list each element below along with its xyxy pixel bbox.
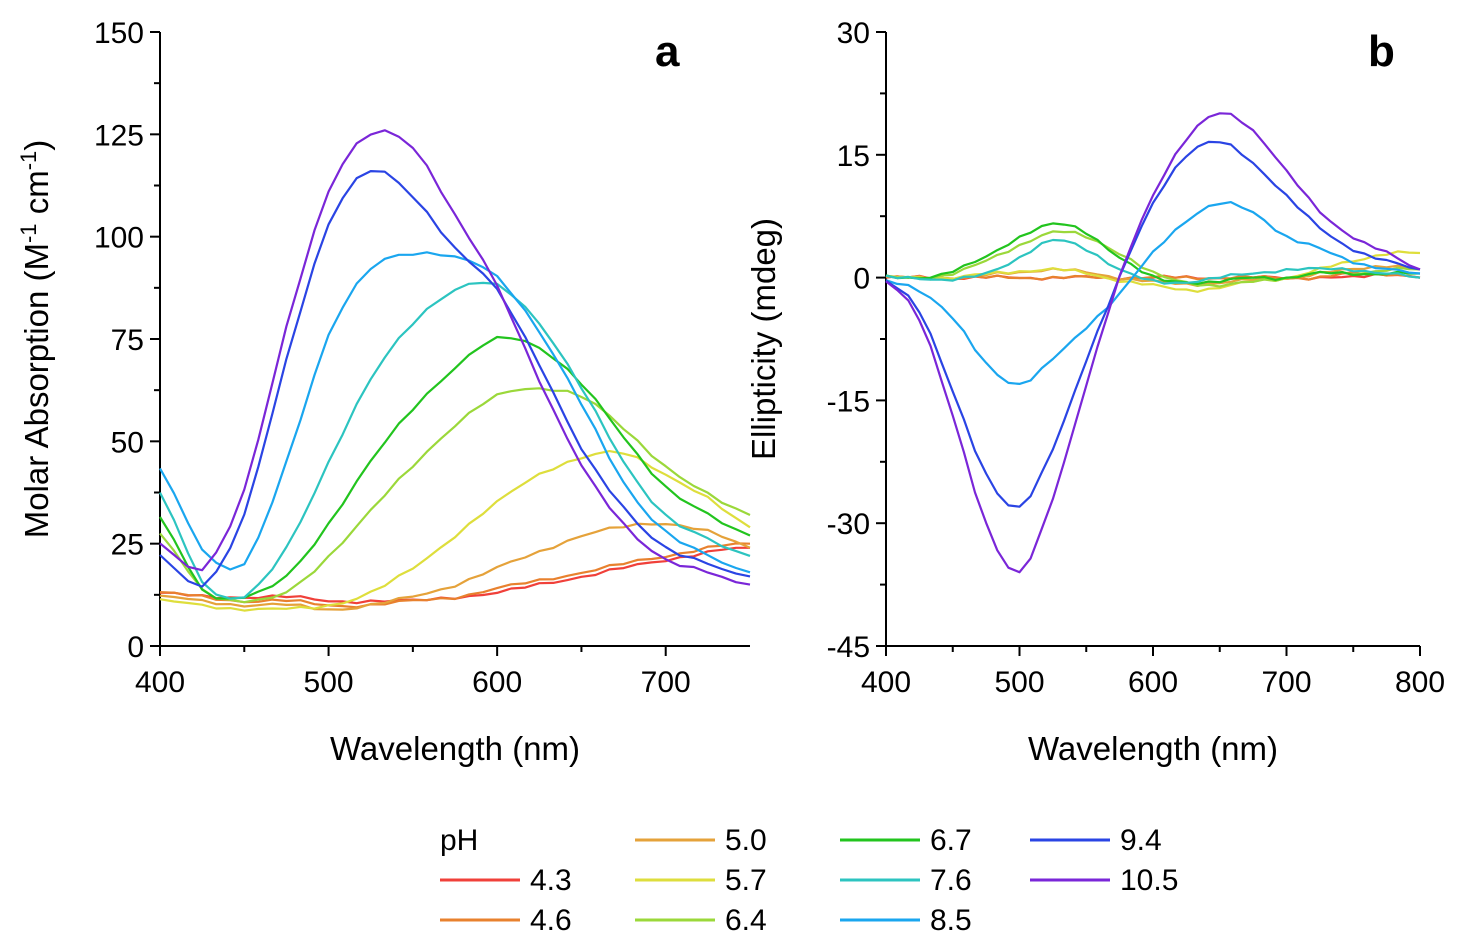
legend-label: 4.6	[530, 904, 572, 937]
y-tick-label: -15	[827, 385, 870, 418]
x-axis-title: Wavelength (nm)	[1028, 730, 1278, 767]
x-tick-label: 800	[1395, 666, 1445, 699]
panel-a-absorption-chart: 400 500 600 700 0 25 50 75 100 125 150 Wavelength (…	[16, 17, 751, 767]
x-axis-title: Wavelength (nm)	[330, 730, 580, 767]
legend-label: 10.5	[1120, 864, 1178, 897]
y-tick-label: 25	[111, 529, 144, 562]
y-axis-title: Molar Absorption (M-1 cm-1)	[16, 140, 55, 539]
legend-label: 8.5	[930, 904, 972, 937]
legend-label: 5.0	[725, 824, 767, 857]
series-line-ph-7-6	[159, 281, 751, 600]
y-tick-label: 30	[837, 17, 870, 50]
series-line-ph-5-7	[885, 250, 1421, 293]
y-axis-title: Ellipticity (mdeg)	[745, 218, 782, 460]
panel-letter: a	[655, 27, 680, 76]
series-line-ph-9-4	[885, 140, 1421, 508]
legend: pH 4.3 4.6 5.0 5.7 6.4 6.7 7.6 8.5 9.4 10.5	[440, 824, 1178, 937]
legend-title: pH	[440, 824, 478, 857]
x-tick-label: 500	[304, 666, 354, 699]
series-line-ph-10-5	[159, 129, 751, 586]
y-tick-label: 75	[111, 324, 144, 357]
legend-label: 9.4	[1120, 824, 1162, 857]
y-tick-label: 0	[127, 631, 144, 664]
series-line-ph-9-4	[159, 170, 751, 588]
y-tick-label: 50	[111, 426, 144, 459]
x-tick-label: 600	[1128, 666, 1178, 699]
series-line-ph-6-7	[885, 222, 1420, 285]
series-line-ph-8-5	[885, 201, 1421, 385]
series-line-ph-8-5	[159, 251, 751, 574]
series-line-ph-6-4	[159, 387, 751, 604]
y-tick-label: -45	[827, 631, 870, 664]
y-tick-label: 15	[837, 140, 870, 173]
legend-label: 5.7	[725, 864, 767, 897]
x-tick-label: 400	[135, 666, 185, 699]
series-line-ph-5-7	[159, 450, 751, 612]
y-tick-label: -30	[827, 508, 870, 541]
panel-letter: b	[1368, 27, 1395, 76]
legend-label: 6.7	[930, 824, 972, 857]
y-tick-label: 0	[853, 263, 870, 296]
series-line-ph-5-0	[159, 522, 751, 611]
y-tick-label: 100	[94, 222, 144, 255]
series-line-ph-7-6	[885, 238, 1421, 285]
series-line-ph-6-7	[159, 335, 751, 600]
y-tick-label: 150	[94, 17, 144, 50]
panel-b-ellipticity-chart: 400 500 600 700 800 -45 -30 -15 0 15 30 Wavelength …	[745, 17, 1445, 767]
x-tick-label: 400	[861, 666, 911, 699]
legend-label: 6.4	[725, 904, 767, 937]
x-tick-label: 500	[994, 666, 1044, 699]
series-line-ph-4-6	[159, 542, 751, 609]
legend-label: 7.6	[930, 864, 972, 897]
series-line-ph-10-5	[885, 112, 1421, 574]
y-tick-label: 125	[94, 119, 144, 152]
x-tick-label: 700	[1261, 666, 1311, 699]
x-tick-label: 600	[472, 666, 522, 699]
legend-label: 4.3	[530, 864, 572, 897]
x-tick-label: 700	[641, 666, 691, 699]
